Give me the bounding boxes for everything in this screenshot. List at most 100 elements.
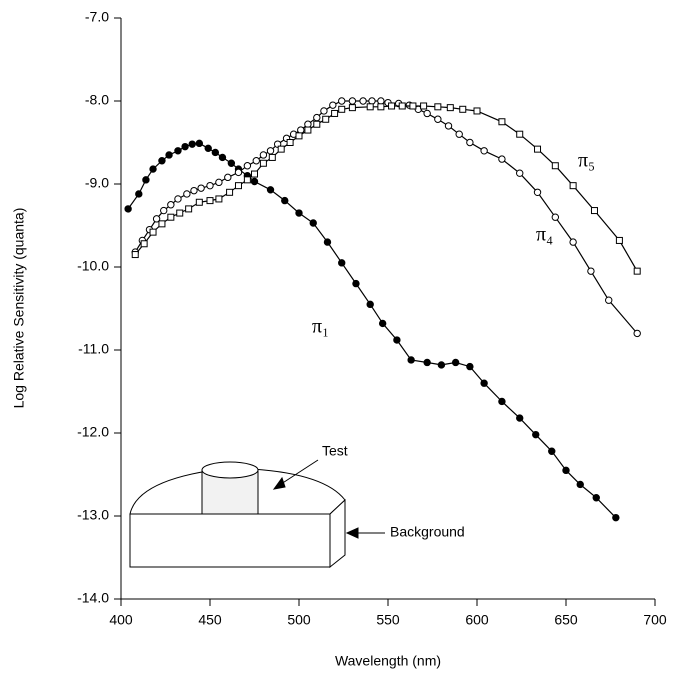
marker [409, 102, 417, 110]
marker [377, 103, 385, 111]
marker [407, 356, 415, 364]
marker [313, 120, 321, 128]
arrow-head [272, 476, 286, 490]
marker [498, 155, 506, 163]
marker [516, 130, 524, 138]
inset-diagram [129, 459, 385, 569]
marker [633, 329, 641, 338]
marker [211, 148, 220, 157]
marker [226, 188, 234, 196]
marker [498, 118, 506, 126]
marker [167, 213, 175, 221]
x-tick-label: 400 [109, 612, 133, 628]
marker [615, 236, 623, 244]
marker [297, 126, 305, 134]
marker [304, 126, 312, 134]
marker [259, 159, 267, 167]
marker [152, 215, 161, 223]
marker [338, 97, 346, 105]
marker [227, 159, 236, 167]
x-tick-label: 650 [554, 612, 578, 628]
marker [188, 140, 196, 148]
series-label: π₄ [536, 224, 553, 246]
marker [587, 267, 595, 275]
marker [124, 205, 132, 213]
x-axis-title: Wavelength (nm) [335, 653, 441, 669]
marker [612, 513, 620, 522]
marker [352, 279, 360, 288]
marker [331, 109, 339, 117]
annotation: Background [390, 524, 465, 540]
y-tick-label: -12.0 [77, 424, 109, 440]
marker [149, 165, 157, 173]
marker [420, 102, 428, 110]
marker [295, 209, 303, 217]
marker [446, 104, 454, 112]
marker [250, 177, 259, 186]
series-line [134, 100, 638, 334]
marker [174, 147, 182, 155]
marker [338, 105, 346, 113]
marker [378, 319, 387, 328]
y-tick-label: -14.0 [77, 590, 109, 606]
marker [455, 130, 463, 138]
x-tick-label: 700 [643, 612, 667, 628]
marker [480, 379, 488, 387]
marker [176, 209, 184, 217]
marker [295, 132, 303, 140]
marker [165, 151, 173, 159]
marker [234, 182, 242, 190]
marker [366, 300, 374, 309]
x-tick-label: 450 [198, 612, 222, 628]
marker [466, 362, 474, 371]
marker [423, 109, 431, 118]
marker [160, 206, 168, 215]
marker [268, 153, 276, 161]
marker [243, 162, 252, 170]
marker [548, 447, 556, 455]
marker [323, 238, 332, 246]
marker [313, 113, 321, 122]
marker [277, 145, 285, 153]
marker [197, 184, 205, 192]
marker [562, 466, 570, 475]
marker [516, 414, 524, 422]
marker [366, 103, 374, 111]
marker [569, 238, 577, 246]
marker [135, 190, 143, 198]
marker [206, 197, 214, 205]
marker [377, 97, 385, 105]
marker [393, 336, 401, 344]
x-tick-label: 550 [376, 612, 400, 628]
marker [266, 186, 275, 194]
y-tick-label: -8.0 [85, 92, 109, 108]
marker [195, 198, 203, 206]
marker [252, 157, 260, 165]
marker [398, 102, 406, 110]
marker [348, 97, 357, 105]
marker [149, 228, 157, 236]
marker [434, 115, 442, 123]
marker [167, 201, 175, 209]
marker [158, 157, 166, 165]
marker [234, 168, 243, 177]
marker [359, 97, 367, 105]
marker [181, 142, 189, 151]
x-tick-label: 500 [287, 612, 311, 628]
marker [206, 181, 214, 190]
marker [459, 105, 467, 113]
arrow-head [345, 527, 359, 539]
y-tick-label: -7.0 [85, 9, 109, 25]
marker [576, 480, 584, 489]
marker [190, 186, 198, 195]
marker [224, 173, 232, 182]
marker [158, 220, 166, 228]
marker [259, 151, 268, 159]
marker [368, 97, 376, 105]
marker [388, 102, 396, 110]
marker [533, 188, 542, 197]
marker [266, 147, 275, 155]
marker [142, 176, 150, 184]
marker [498, 397, 506, 406]
